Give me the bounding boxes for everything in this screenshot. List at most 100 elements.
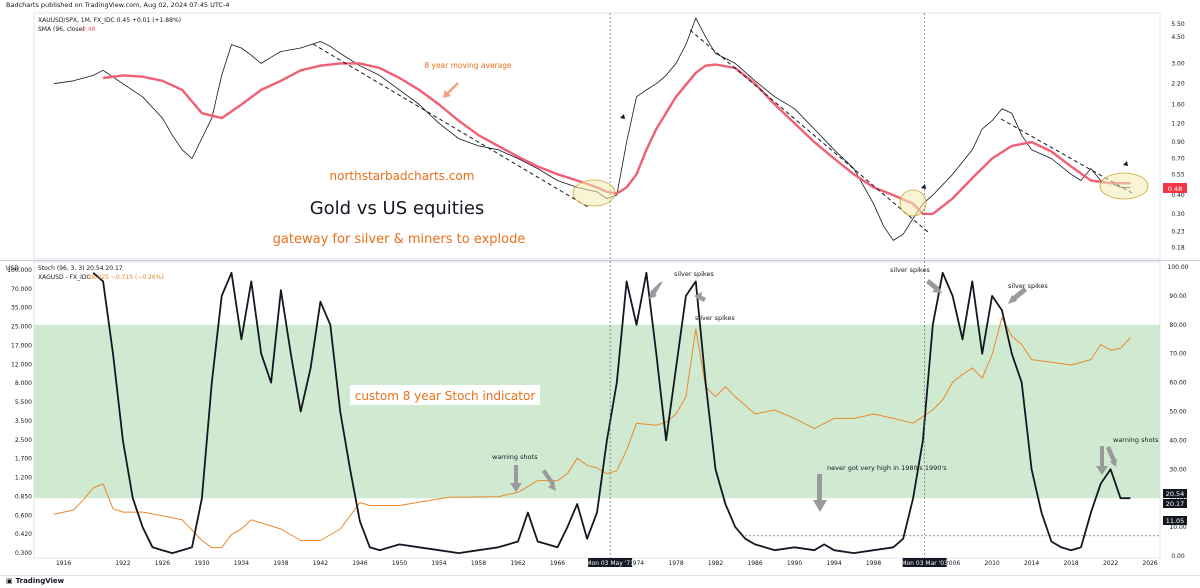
annotation-warning-shots-2: warning shots [1113, 436, 1159, 444]
bottom-left-tick: 5.500 [15, 399, 32, 406]
gold-spx-ratio-line [53, 17, 1131, 241]
bottom-left-tick: 0.420 [15, 531, 32, 538]
sma-96-line [102, 62, 1131, 216]
bottom-left-tick: 12.000 [11, 361, 32, 368]
x-tick: 1962 [510, 560, 525, 567]
x-tick: 2014 [1024, 560, 1039, 567]
annotation-silver-spikes-2: silver spikes [695, 314, 735, 322]
top-pane[interactable] [33, 12, 1161, 260]
x-tick: 2018 [1063, 560, 1078, 567]
top-y-tick: 1.60 [1171, 102, 1185, 109]
x-tick: 1994 [826, 560, 841, 567]
top-y-tick: 0.40 [1171, 192, 1185, 199]
x-tick: 1938 [273, 560, 288, 567]
x-axis[interactable]: 1916 1922 1926 1930 1934 1938 1942 1946 1950 1954… [56, 560, 1158, 567]
bottom-chart [53, 271, 1131, 554]
arrow-warning-2 [542, 469, 556, 491]
x-tick: 1990 [787, 560, 802, 567]
marker-2 [921, 184, 926, 189]
indicator-label: custom 8 year Stoch indicator [355, 389, 536, 403]
ma-annotation: 8 year moving average [424, 61, 512, 70]
crosshair-1971-text: Mon 03 May '71 [586, 560, 634, 567]
top-y-tick: 0.30 [1171, 211, 1185, 218]
badge-silver-text: 11.05 [1166, 517, 1185, 525]
bottom-left-tick: 100.000 [7, 267, 32, 274]
x-tick: 1998 [866, 560, 881, 567]
bottom-left-tick: 17.000 [11, 342, 32, 349]
silver-price-line [53, 317, 1131, 549]
bottom-legend-silver-value: 28.925 −0.715 (−0.26%) [88, 274, 164, 281]
crosshair-2003-text: Mon 03 Mar '03 [901, 560, 948, 567]
indicator-label-bg [350, 385, 540, 405]
tradingview-logo[interactable]: ▣ TradingView [6, 577, 67, 585]
bottom-left-tick: 1.700 [15, 456, 32, 463]
bottom-right-tick: 80.00 [1169, 322, 1186, 329]
stoch-band [34, 324, 1160, 499]
bottom-left-tick: 35.000 [11, 305, 32, 312]
price-badge [1163, 183, 1187, 193]
top-y-tick: 5.50 [1171, 21, 1185, 28]
arrow-never-high [813, 474, 827, 512]
x-tick: 1982 [708, 560, 723, 567]
bottom-left-tick: 0.850 [15, 493, 32, 500]
bottom-left-tick: 0.600 [15, 512, 32, 519]
bottom-right-tick: 90.00 [1169, 293, 1186, 300]
x-tick: 2006 [945, 560, 960, 567]
top-y-tick: 3.00 [1171, 60, 1185, 67]
bottom-left-tick: 70.000 [11, 286, 32, 293]
badge-stoch-d-text: 20.17 [1166, 500, 1185, 508]
crosshair-2003-label [902, 558, 947, 567]
brand-name: TradingView [15, 577, 65, 585]
annotation-never-high: never got very high in 1980's 1990's [827, 464, 947, 472]
top-y-tick: 2.20 [1171, 81, 1185, 88]
bottom-left-tick: 25.000 [11, 324, 32, 331]
x-tick: 1954 [431, 560, 446, 567]
price-badge-text: 0.48 [1168, 185, 1182, 193]
top-legend-sma-value: 0.48 [82, 26, 96, 33]
tv-icon: ▣ [6, 577, 13, 585]
x-tick: 1978 [668, 560, 683, 567]
arrow-spike-1 [649, 281, 663, 299]
x-tick: 1930 [194, 560, 209, 567]
watermark-text: northstarbadcharts.com [330, 169, 475, 183]
arrow-spike-3 [926, 279, 942, 293]
bottom-left-tick: 2.500 [15, 437, 32, 444]
top-chart [53, 17, 1131, 241]
x-tick: 1958 [471, 560, 486, 567]
crosshair-1971-label [588, 558, 633, 567]
top-y-axis[interactable]: 5.50 4.50 3.00 2.20 1.60 1.20 0.90 0.70 0.55 0.40… [1171, 21, 1185, 251]
bottom-right-axis[interactable]: 100.00 90.00 80.00 70.00 60.00 50.00 40.00 30.0… [1168, 264, 1189, 560]
x-tick: 1934 [234, 560, 249, 567]
annotation-silver-spikes-1: silver spikes [674, 270, 714, 278]
marker-3 [1123, 161, 1128, 166]
gray-arrows [510, 279, 1117, 512]
highlight-ellipse-2024 [1099, 172, 1149, 200]
x-tick: 1916 [56, 560, 71, 567]
bottom-left-tick: 8.000 [15, 380, 32, 387]
annotation-warning-shots-1: warning shots [492, 453, 538, 461]
arrow-warning-4 [1106, 446, 1117, 467]
annotation-silver-spikes-3: silver spikes [890, 266, 930, 274]
x-tick: 2010 [984, 560, 999, 567]
bottom-right-tick: 40.00 [1169, 437, 1186, 444]
top-y-tick: 0.70 [1171, 156, 1185, 163]
x-tick: 1946 [352, 560, 367, 567]
highlight-ellipse-1971 [572, 179, 616, 207]
arrow-spike-2 [694, 292, 706, 302]
x-tick: 1950 [392, 560, 407, 567]
bottom-left-axis[interactable]: 100.000 70.000 35.000 25.000 17.000 12.000 8.0… [7, 267, 32, 557]
bottom-right-tick: 100.00 [1168, 264, 1189, 271]
x-tick: 2022 [1103, 560, 1118, 567]
chart-subtitle: gateway for silver & miners to explode [273, 232, 526, 247]
x-tick: 1922 [115, 560, 130, 567]
currency-label: USD [6, 265, 19, 272]
stoch-line [92, 271, 1131, 554]
top-legend-sma-label: SMA (96, close) [38, 26, 85, 33]
chart-title: Gold vs US equities [310, 198, 485, 219]
annotation-silver-spikes-4: silver spikes [1008, 282, 1048, 290]
x-tick: 1986 [747, 560, 762, 567]
top-legend-symbol: XAUUSD/SPX, 1M, FX_IDC 0.45 +0.01 (+1.88… [38, 17, 181, 24]
arrow-warning-3 [1096, 446, 1108, 475]
publish-header: Badcharts published on TradingView.com, … [0, 0, 1200, 12]
